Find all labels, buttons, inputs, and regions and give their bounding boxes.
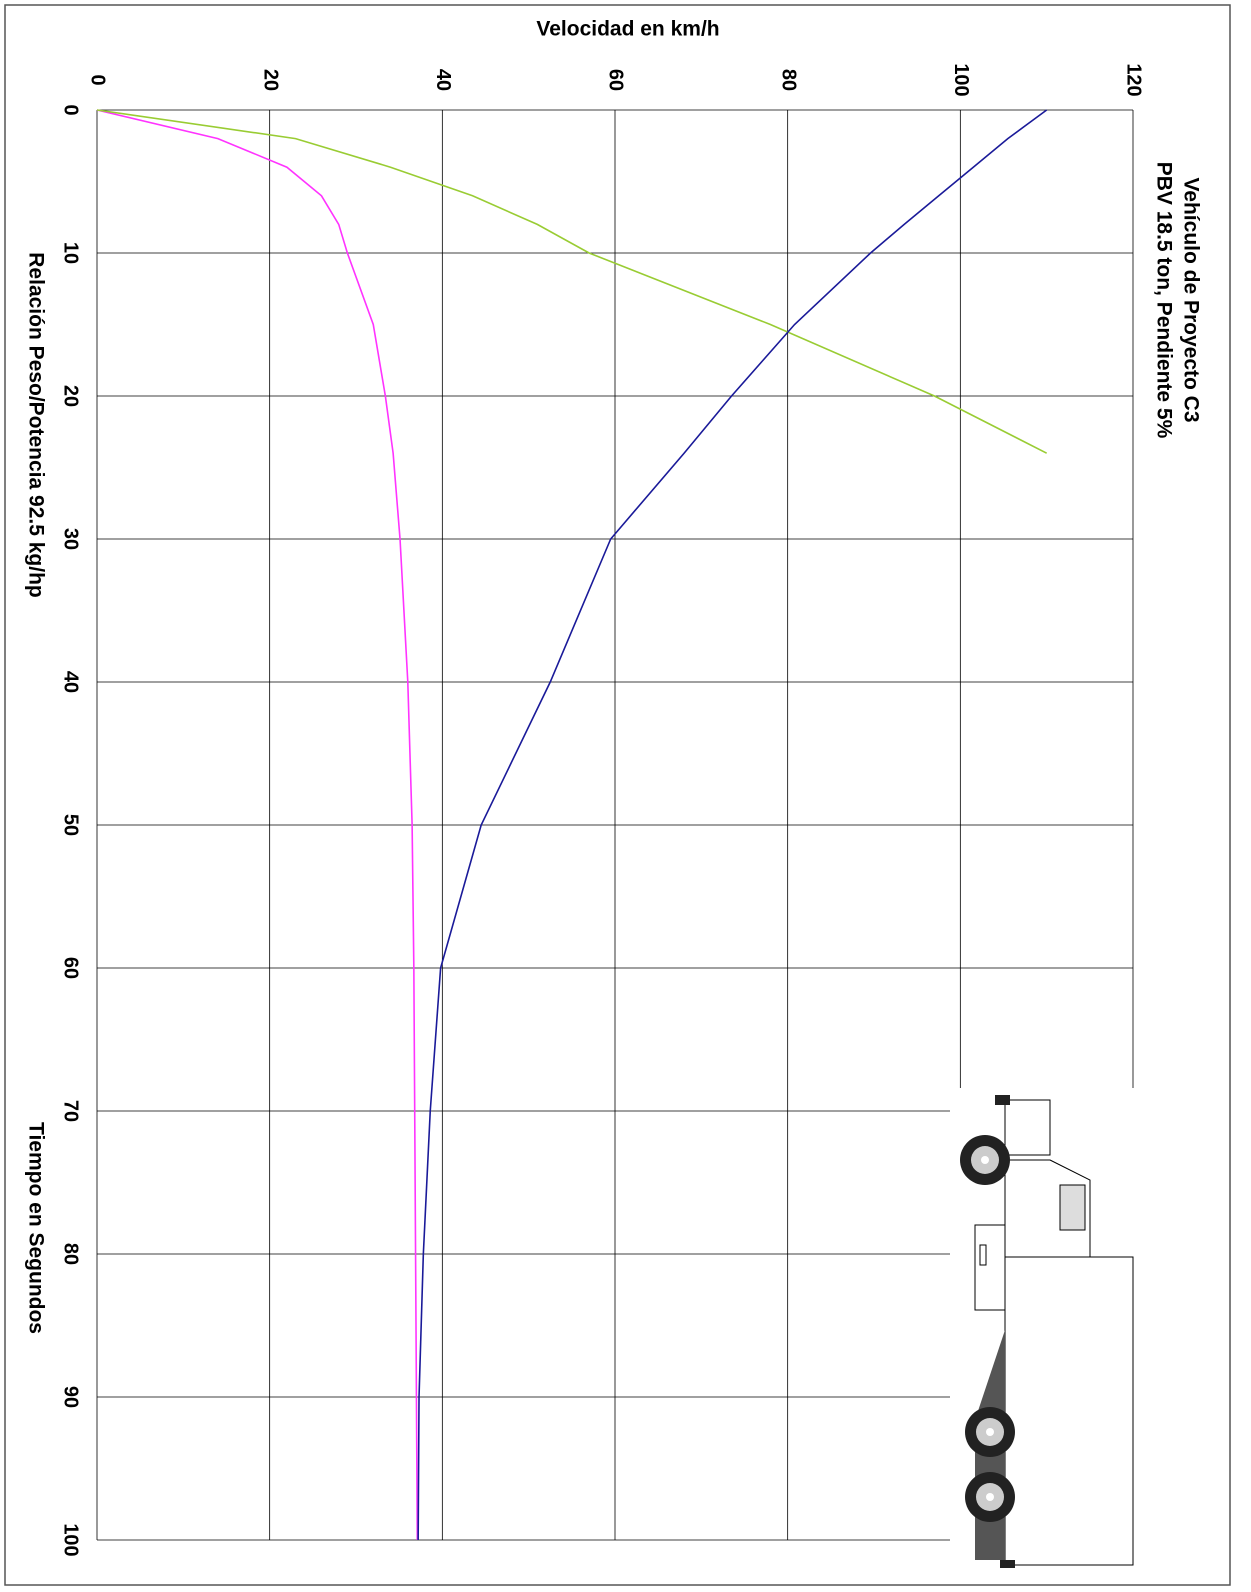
chart-title: Vehículo de Proyecto C3 <box>1179 177 1202 422</box>
y-tick-label: 40 <box>432 69 454 91</box>
y-tick-label: 60 <box>605 69 627 91</box>
series-line <box>417 109 1048 1541</box>
series-line <box>96 109 419 1541</box>
x-tick-label: 30 <box>60 528 82 550</box>
x-axis-title: Tiempo en Segundos <box>24 1122 47 1334</box>
y-tick-label: 120 <box>1123 63 1145 96</box>
x-tick-label: 100 <box>60 1523 82 1556</box>
x-tick-label: 60 <box>60 957 82 979</box>
y-tick-label: 80 <box>777 69 799 91</box>
x-tick-label: 0 <box>60 104 82 115</box>
chart-subtitle: PBV 18.5 ton, Pendiente 5% <box>1152 162 1175 439</box>
x-tick-label: 20 <box>60 385 82 407</box>
series-line <box>96 109 1048 454</box>
x-tick-label: 90 <box>60 1386 82 1408</box>
x-tick-label: 50 <box>60 814 82 836</box>
y-tick-label: 100 <box>950 63 972 96</box>
x-tick-label: 80 <box>60 1243 82 1265</box>
truck-illustration <box>950 1088 1142 1572</box>
x-tick-label: 40 <box>60 671 82 693</box>
x-tick-label: 70 <box>60 1100 82 1122</box>
y-tick-label: 0 <box>87 74 109 85</box>
frame <box>4 4 1231 1586</box>
y-tick-label: 20 <box>259 69 281 91</box>
annotation: Relación Peso/Potencia 92.5 kg/hp <box>24 252 47 597</box>
y-axis-title: Velocidad en km/h <box>536 18 719 41</box>
x-tick-label: 10 <box>60 242 82 264</box>
